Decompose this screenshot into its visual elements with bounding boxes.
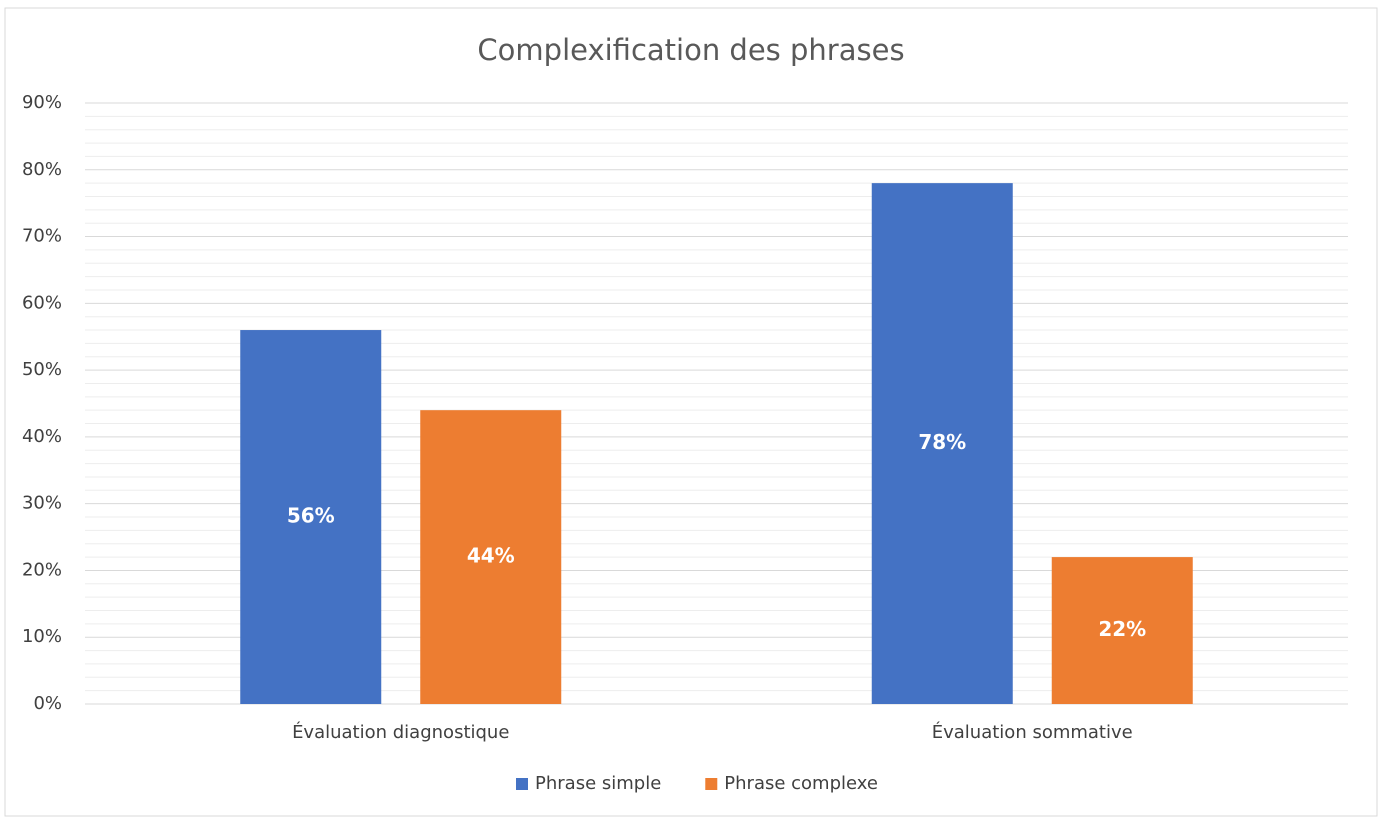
y-tick-label: 20%	[22, 559, 62, 580]
y-tick-label: 80%	[22, 159, 62, 180]
legend-label: Phrase complexe	[724, 773, 878, 794]
y-tick-label: 10%	[22, 626, 62, 647]
bar	[871, 183, 1013, 705]
legend-swatch	[516, 778, 528, 790]
value-label: 44%	[467, 544, 515, 568]
y-tick-label: 30%	[22, 493, 62, 514]
y-tick-label: 40%	[22, 426, 62, 447]
y-tick-label: 70%	[22, 226, 62, 247]
y-tick-label: 50%	[22, 359, 62, 380]
legend-swatch	[705, 778, 718, 790]
legend-label: Phrase simple	[535, 773, 661, 794]
chart-title: Complexification des phrases	[477, 33, 904, 67]
y-tick-label: 90%	[22, 92, 62, 113]
x-tick-label: Évaluation sommative	[932, 721, 1133, 743]
bar	[240, 330, 382, 704]
value-label: 22%	[1098, 617, 1146, 641]
value-label: 78%	[918, 430, 966, 454]
x-tick-label: Évaluation diagnostique	[292, 721, 509, 743]
y-tick-label: 0%	[33, 693, 62, 714]
bar	[420, 410, 562, 704]
y-tick-label: 60%	[22, 292, 62, 313]
value-label: 56%	[287, 504, 335, 528]
bar	[1051, 557, 1193, 704]
